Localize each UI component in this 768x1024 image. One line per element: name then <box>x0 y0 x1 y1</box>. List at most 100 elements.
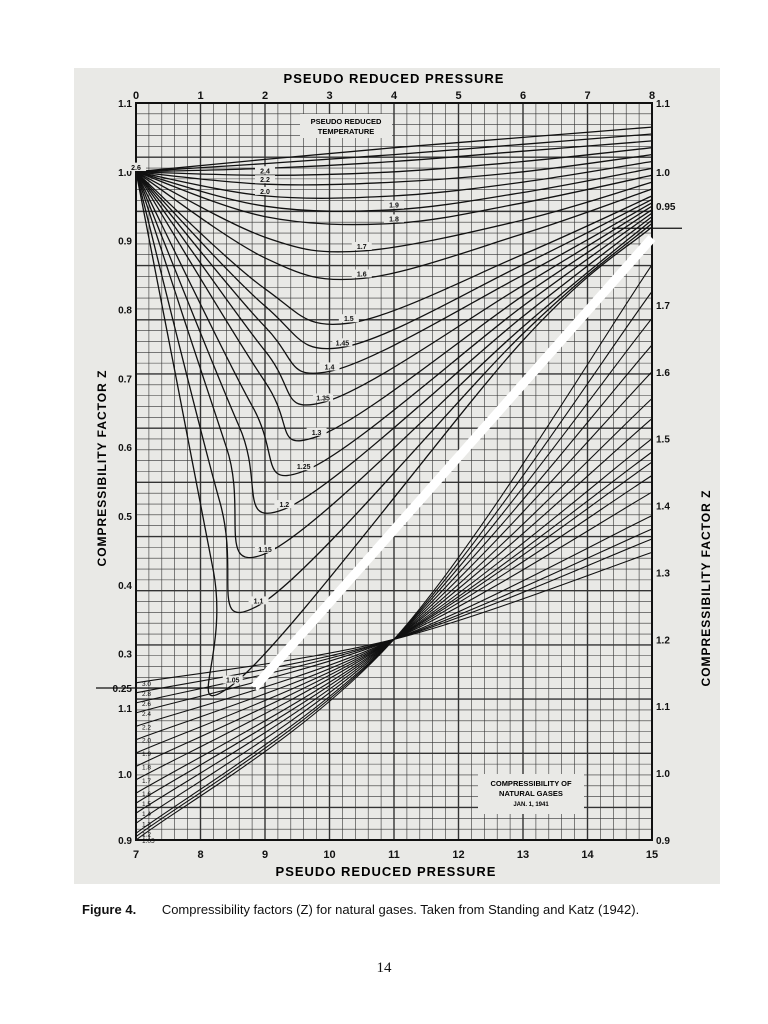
lower-series-label-1.8: 1.8 <box>142 764 151 771</box>
figure-caption: Figure 4. Compressibility factors (Z) fo… <box>82 902 722 917</box>
upper-series-label-bg <box>313 393 334 402</box>
upper-series-line-1.5 <box>135 171 653 326</box>
temperature-label-line2: TEMPERATURE <box>318 127 375 136</box>
upper-series-label-2.4: 2.4 <box>260 168 270 175</box>
chart-title: COMPRESSIBILITY OF NATURAL GASES <box>490 779 572 798</box>
upper-series-label-2.0: 2.0 <box>260 189 270 196</box>
temperature-label-line1: PSEUDO REDUCED <box>311 117 382 126</box>
bottom-x-tick-label: 8 <box>197 849 203 861</box>
top-x-tick-label: 2 <box>262 90 268 102</box>
lower-series-line-1.05 <box>135 264 653 841</box>
left-y-tick-label-upper: 0.25 <box>113 684 133 695</box>
left-y-tick-label-upper: 1.1 <box>118 99 132 110</box>
upper-series-label-1.6: 1.6 <box>357 272 367 279</box>
panel-separator-band <box>250 235 656 691</box>
lower-series-label-2.8: 2.8 <box>142 691 151 698</box>
upper-series-label-bg <box>126 162 146 171</box>
right-y-tick-label-upper: 1.1 <box>656 99 670 110</box>
upper-series-label-1.7: 1.7 <box>357 244 367 251</box>
bottom-x-tick-label: 7 <box>133 849 139 861</box>
upper-series-label-1.05: 1.05 <box>226 678 240 685</box>
right-y-tick-label-lower: 1.2 <box>656 635 670 646</box>
lower-series-label-1.5: 1.5 <box>142 801 151 808</box>
right-y-tick-label-upper: 0.95 <box>656 202 676 213</box>
lower-series-label-1.2: 1.2 <box>142 831 151 838</box>
left-y-tick-label-upper: 0.6 <box>118 443 132 454</box>
right-y-tick-label-lower: 1.3 <box>656 568 670 579</box>
upper-series-label-1.2: 1.2 <box>279 502 289 509</box>
left-y-tick-label-upper: 0.7 <box>118 374 132 385</box>
upper-panel-series <box>135 126 653 697</box>
lower-series-label-1.4: 1.4 <box>142 811 151 818</box>
upper-series-label-bg <box>384 200 404 209</box>
upper-series-label-1.45: 1.45 <box>336 340 350 347</box>
upper-series-line-1.15 <box>135 171 653 559</box>
right-y-tick-label-lower: 1.4 <box>656 502 670 513</box>
bottom-x-tick-label: 10 <box>323 849 335 861</box>
bottom-x-tick-label: 13 <box>517 849 529 861</box>
upper-series-label-1.4: 1.4 <box>325 364 335 371</box>
upper-series-line-3.0 <box>135 126 653 173</box>
lower-series-label-2.0: 2.0 <box>142 738 151 745</box>
upper-series-label-bg <box>248 596 269 605</box>
caption-text: Compressibility factors (Z) for natural … <box>161 902 640 917</box>
upper-series-label-bg <box>255 166 275 175</box>
axis-ticks: 0 1 2 3 4 5 6 7 87 8 9 10 11 12 13 14 151.11.00.90.80.70… <box>96 90 682 861</box>
left-y-tick-label-upper: 1.0 <box>118 168 132 179</box>
bottom-x-tick-label: 11 <box>388 849 400 861</box>
right-y-tick-label-lower: 1.5 <box>656 435 670 446</box>
lower-series-label-3.0: 3.0 <box>142 681 151 688</box>
upper-series-label-1.15: 1.15 <box>258 547 272 554</box>
bottom-x-axis-title: PSEUDO REDUCED PRESSURE <box>276 864 497 879</box>
right-y-tick-label-lower: 1.7 <box>656 301 670 312</box>
page-number: 14 <box>376 960 392 976</box>
left-y-tick-label-upper: 0.8 <box>118 305 132 316</box>
upper-series-label-bg <box>384 214 404 223</box>
upper-series-label-1.8: 1.8 <box>389 216 399 223</box>
chart-svg: 0 1 2 3 4 5 6 7 87 8 9 10 11 12 13 14 151.11.00.90.80.70… <box>74 68 720 884</box>
left-y-tick-label-upper: 0.5 <box>118 512 132 523</box>
upper-series-line-1.25 <box>135 171 653 477</box>
left-y-tick-label-lower: 1.0 <box>118 770 132 781</box>
right-y-tick-label-lower: 1.0 <box>656 769 670 780</box>
lower-series-label-1.3: 1.3 <box>142 821 151 828</box>
bottom-x-tick-label: 15 <box>646 849 658 861</box>
upper-series-label-1.1: 1.1 <box>254 598 264 605</box>
upper-series-line-1.3 <box>135 171 653 442</box>
lower-series-label-2.6: 2.6 <box>142 701 151 708</box>
upper-series-label-bg <box>306 427 327 436</box>
right-y-tick-label-lower: 0.9 <box>656 836 670 847</box>
upper-series-label-bg <box>338 314 359 323</box>
upper-series-line-1.2 <box>135 171 653 514</box>
upper-series-line-1.1 <box>135 171 653 614</box>
upper-series-label-1.35: 1.35 <box>316 395 330 402</box>
upper-series-label-bg <box>274 500 295 509</box>
lower-series-label-2.4: 2.4 <box>142 711 151 718</box>
chart-title-box <box>478 774 584 814</box>
series-labels: 3.0 2.8 2.6 2.4 2.2 2.0 1.9 1.8 1.7 1.6 1.5 1.45 1.4… <box>126 162 404 845</box>
upper-series-label-bg <box>255 544 275 553</box>
upper-series-line-2.8 <box>135 133 653 173</box>
upper-series-line-2.4 <box>135 147 653 176</box>
lower-series-label-1.6: 1.6 <box>142 791 151 798</box>
upper-series-label-bg <box>319 362 340 371</box>
upper-series-line-1.7 <box>135 171 653 253</box>
upper-series-line-1.35 <box>135 171 653 406</box>
upper-series-label-2.6: 2.6 <box>131 165 141 172</box>
right-y-axis-title: COMPRESSIBILITY FACTOR Z <box>699 490 713 687</box>
figure-label: Figure 4. <box>82 902 137 917</box>
lower-series-label-1.9: 1.9 <box>142 751 151 758</box>
upper-series-line-2.2 <box>135 153 653 186</box>
upper-series-line-1.05 <box>135 171 653 697</box>
temperature-label-box <box>300 114 392 138</box>
left-y-tick-label-lower: 1.1 <box>118 704 132 715</box>
top-x-tick-label: 3 <box>326 90 332 102</box>
right-y-tick-label-lower: 1.6 <box>656 368 670 379</box>
top-x-tick-label: 8 <box>649 90 655 102</box>
upper-series-line-1.8 <box>135 171 653 226</box>
upper-series-label-bg <box>222 675 243 684</box>
upper-series-line-2.6 <box>135 140 653 173</box>
upper-series-line-1.6 <box>135 171 653 281</box>
lower-series-label-1.05: 1.05 <box>142 838 155 845</box>
top-x-tick-label: 5 <box>455 90 461 102</box>
